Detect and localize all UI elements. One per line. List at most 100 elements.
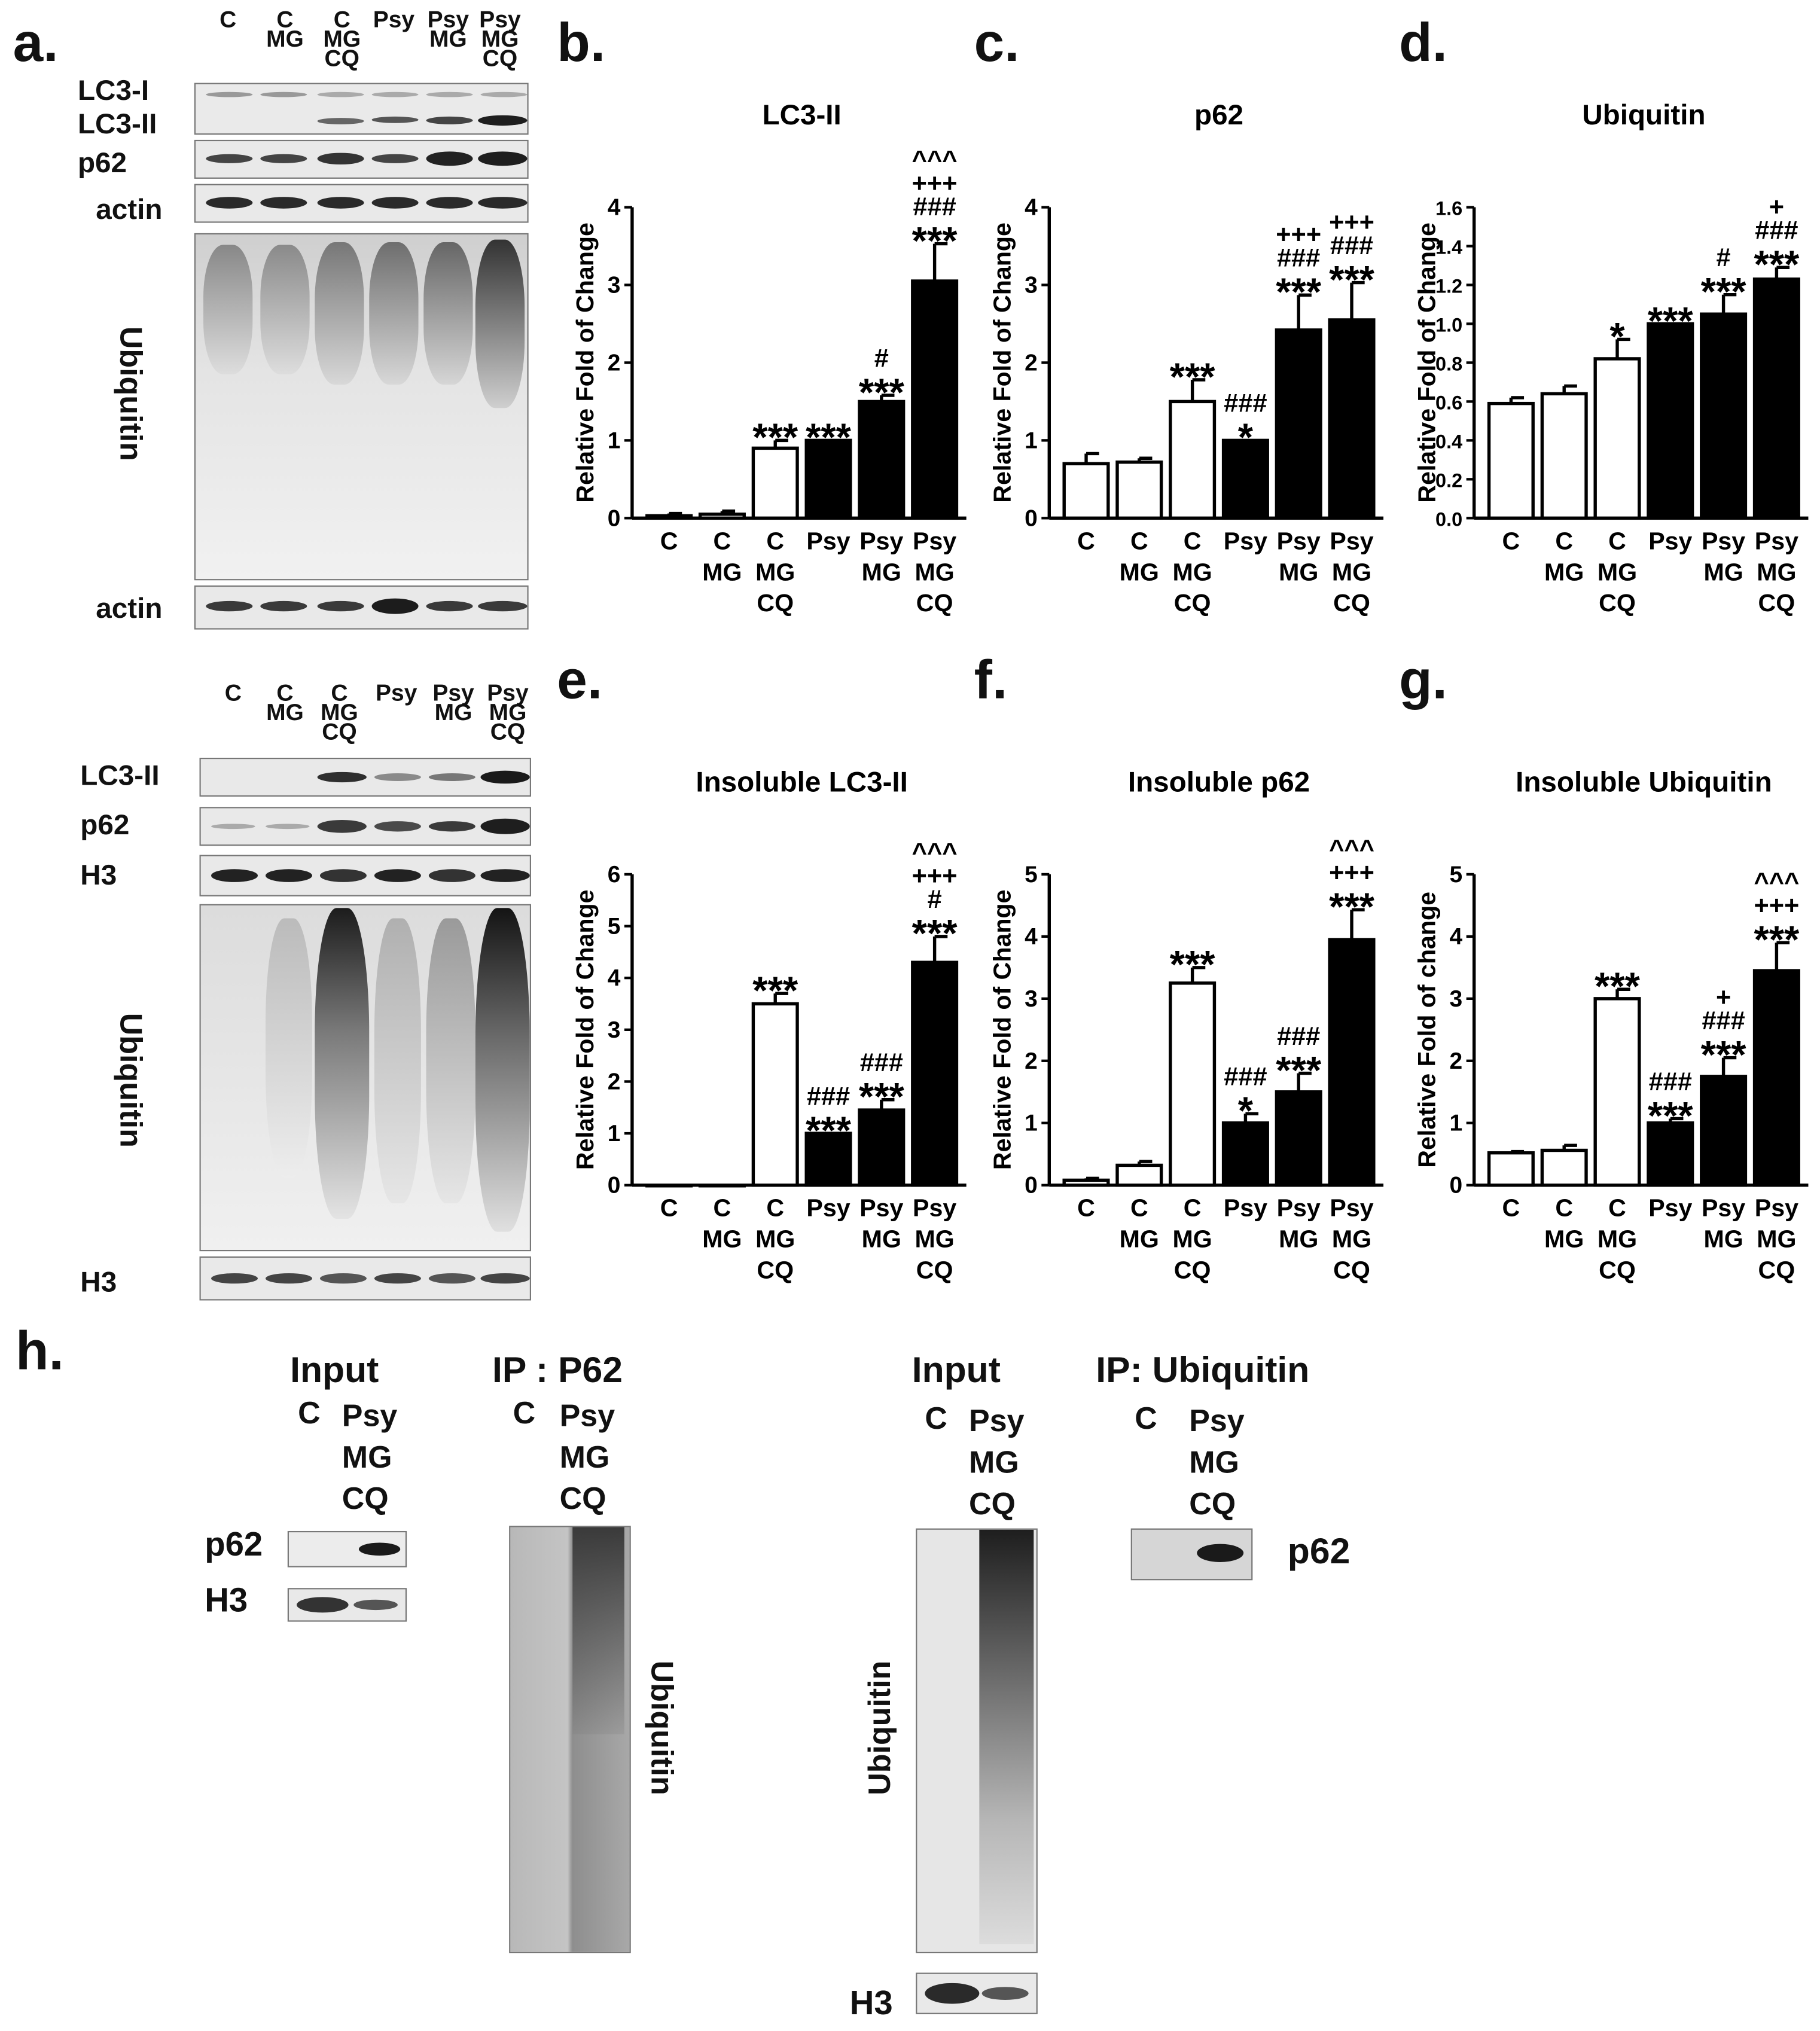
x-tick-label: CQ bbox=[1174, 589, 1211, 617]
y-tick-label: 4 bbox=[1450, 924, 1463, 950]
h-lane-psy-1: Psy MG CQ bbox=[342, 1396, 397, 1521]
h-lane-text: Psy bbox=[1189, 1404, 1245, 1440]
h-blot-h3-bottom bbox=[916, 1972, 1038, 2014]
y-tick-label: 0 bbox=[1450, 1173, 1463, 1199]
x-tick-label: C bbox=[1130, 1194, 1148, 1222]
x-tick-label: C bbox=[1077, 1194, 1095, 1222]
chart-e: Insoluble LC3-II Relative Fold of Change 0… bbox=[571, 766, 967, 1284]
x-tick-label: MG bbox=[755, 1225, 795, 1253]
significance-label: # bbox=[874, 344, 889, 373]
x-tick-label: CQ bbox=[1599, 589, 1636, 617]
x-tick-label: C bbox=[1184, 527, 1202, 554]
lane-label: MG bbox=[323, 26, 361, 52]
significance-label: +++ bbox=[1329, 859, 1374, 888]
y-tick-label: 1.6 bbox=[1435, 198, 1462, 219]
x-tick-label: MG bbox=[1172, 558, 1212, 585]
bar bbox=[858, 400, 906, 520]
significance-label: *** bbox=[806, 1108, 852, 1152]
h-label-ubiquitin-ip: Ubiquitin bbox=[644, 1660, 679, 1795]
y-tick-label: 1 bbox=[608, 428, 621, 453]
significance-label: *** bbox=[1754, 918, 1800, 962]
x-tick-label: Psy bbox=[913, 1194, 956, 1222]
label-lc3-i: LC3-I bbox=[77, 74, 150, 106]
chart-c: p62 Relative Fold of Change 0 1 2 3 4 C C MG C MG CQ… bbox=[988, 99, 1384, 617]
panel-label-f: f. bbox=[974, 649, 1008, 710]
significance-label: +++ bbox=[1754, 892, 1799, 920]
significance-label: *** bbox=[1276, 270, 1322, 314]
x-tick-label: Psy bbox=[1648, 1194, 1692, 1222]
h-lane-text: CQ bbox=[559, 1481, 606, 1517]
x-tick-label: MG bbox=[1332, 558, 1371, 585]
significance-label: ### bbox=[1702, 1007, 1745, 1035]
significance-label: # bbox=[928, 885, 942, 914]
lane-label: C bbox=[333, 6, 350, 33]
lane-label: Psy bbox=[479, 6, 521, 33]
x-tick-label: C bbox=[1608, 527, 1626, 554]
x-tick-label: C bbox=[1608, 1194, 1626, 1222]
significance-label: ### bbox=[1330, 231, 1373, 260]
y-tick-label: 0 bbox=[608, 1173, 621, 1199]
x-tick-label: MG bbox=[755, 558, 795, 585]
label-h3: H3 bbox=[80, 858, 117, 892]
significance-label: *** bbox=[1701, 270, 1747, 313]
bar bbox=[911, 960, 959, 1187]
x-tick-label: CQ bbox=[916, 1257, 953, 1284]
blot-actin-2 bbox=[194, 585, 529, 630]
bar bbox=[1221, 1121, 1269, 1187]
x-tick-label: Psy bbox=[859, 527, 903, 554]
lane-label: C bbox=[224, 680, 242, 706]
bar bbox=[698, 513, 746, 520]
x-tick-label: MG bbox=[1703, 1225, 1743, 1253]
y-tick-label: 5 bbox=[608, 914, 621, 940]
bar bbox=[911, 279, 959, 520]
h-lane-psy-4: Psy MG CQ bbox=[1189, 1401, 1244, 1526]
x-tick-label: C bbox=[1502, 1194, 1520, 1222]
y-tick-label: 1 bbox=[1025, 1111, 1038, 1136]
significance-label: +++ bbox=[1276, 221, 1321, 249]
significance-label: *** bbox=[1595, 965, 1641, 1008]
x-tick-label: CQ bbox=[1333, 1257, 1370, 1284]
h-label-h3-bottom: H3 bbox=[849, 1983, 893, 2022]
x-tick-label: Psy bbox=[1330, 1194, 1373, 1222]
significance-label: ^^^ bbox=[1329, 835, 1374, 864]
panel-label-g: g. bbox=[1399, 649, 1447, 710]
y-tick-label: 4 bbox=[1025, 924, 1038, 950]
x-tick-label: C bbox=[1555, 1194, 1573, 1222]
lane-label: MG bbox=[266, 26, 304, 52]
blot-lc3 bbox=[194, 83, 529, 135]
h-blot-h3-input bbox=[287, 1588, 407, 1622]
y-tick-label: 5 bbox=[1025, 862, 1038, 888]
y-tick-label: 4 bbox=[1025, 195, 1038, 221]
y-tick-label: 3 bbox=[1025, 272, 1038, 298]
significance-label: * bbox=[1609, 315, 1625, 358]
x-tick-label: MG bbox=[1757, 1225, 1796, 1253]
lane-label: C bbox=[331, 680, 348, 706]
y-tick-label: 2 bbox=[1025, 1048, 1038, 1074]
h-blot-ip-p62-ubiquitin bbox=[509, 1526, 631, 1954]
y-tick-label: 3 bbox=[1025, 986, 1038, 1012]
significance-label: +++ bbox=[912, 862, 958, 891]
panel-label-h: h. bbox=[15, 1319, 64, 1381]
bar bbox=[1487, 401, 1535, 520]
x-tick-label: Psy bbox=[1224, 527, 1267, 554]
h-input1-title: Input bbox=[290, 1349, 379, 1390]
y-tick-label: 3 bbox=[608, 272, 621, 298]
lane-label: Psy bbox=[487, 680, 529, 706]
significance-label: # bbox=[1717, 243, 1731, 272]
y-tick-label: 2 bbox=[1450, 1048, 1463, 1074]
x-tick-label: CQ bbox=[1758, 1257, 1795, 1284]
x-tick-label: C bbox=[1502, 527, 1520, 554]
h-blot-p62-input bbox=[287, 1530, 407, 1568]
lane-label: Psy bbox=[427, 6, 470, 33]
bar bbox=[1647, 322, 1694, 520]
y-tick-label: 1.0 bbox=[1435, 314, 1462, 336]
panel-label-e: e. bbox=[557, 649, 603, 710]
panel-label-a: a. bbox=[13, 11, 59, 73]
bar bbox=[751, 446, 799, 520]
h-input2-title: Input bbox=[911, 1349, 1001, 1390]
significance-label: *** bbox=[1170, 943, 1216, 986]
significance-label: *** bbox=[912, 911, 958, 955]
lane-label: C bbox=[220, 6, 237, 33]
blot-actin bbox=[194, 184, 529, 223]
lane-label: CQ bbox=[490, 719, 526, 745]
